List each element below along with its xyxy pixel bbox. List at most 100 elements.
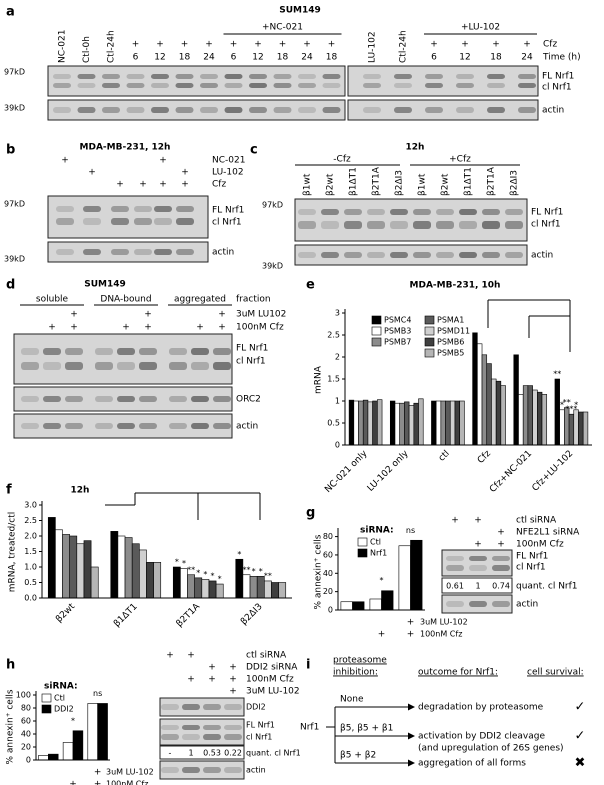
blot-band (436, 209, 454, 215)
bar (410, 539, 423, 611)
blot-band (102, 83, 120, 88)
blot-band (53, 83, 71, 88)
band-label: actin (542, 106, 564, 116)
lane-label: β2wt (326, 173, 336, 196)
treatment-mark: + (229, 675, 237, 685)
y-tick-label: 80 (21, 704, 31, 713)
bar (537, 391, 543, 446)
blot-band (213, 348, 231, 355)
y-tick-label: 20 (21, 743, 31, 752)
x-tick-label: β1ΔT1 (112, 602, 139, 629)
blot-band (134, 206, 152, 212)
treatment-mark: + (474, 540, 482, 550)
blot-band (224, 704, 242, 710)
blot-band (367, 209, 385, 215)
bar (459, 400, 465, 446)
panel-label: b (6, 143, 15, 158)
y-tick-label: 40 (323, 569, 333, 578)
bracket-lines (105, 299, 571, 520)
legend-swatch (371, 315, 382, 325)
blot-band (413, 209, 431, 215)
bar (381, 590, 394, 611)
bar (97, 703, 108, 761)
treatment-mark: + (156, 40, 164, 50)
blot-band (456, 83, 474, 88)
blot-band (413, 221, 431, 229)
y-tick-label: 40 (21, 730, 31, 739)
lane-label: Ctl-24h (399, 30, 409, 63)
significance: * (71, 716, 75, 725)
legend-swatch (357, 537, 368, 547)
treatment-mark: + (461, 40, 469, 50)
blot-band (224, 767, 242, 773)
y-tick-label: 0 (335, 441, 340, 450)
group-label: +Cfz (449, 155, 471, 165)
bar (554, 378, 560, 446)
bar (532, 389, 538, 446)
row-label: Cfz (543, 40, 557, 50)
y-tick-label: 0.0 (24, 594, 37, 603)
y-tick-label: 1.5 (327, 375, 340, 384)
bar (348, 399, 355, 446)
treatment-mark: + (254, 40, 262, 50)
legend-label: PSMA1 (437, 316, 464, 325)
blot (347, 65, 539, 97)
bar (413, 402, 419, 446)
bar (72, 730, 84, 761)
blot (294, 244, 528, 266)
blot-band (65, 348, 83, 355)
y-axis-label: mRNA, treated/ctl (8, 512, 18, 593)
bar (527, 385, 533, 446)
treatment-mark: + (166, 651, 174, 661)
blot-band (95, 423, 113, 429)
legend-label: Nrf1 (370, 549, 387, 558)
treatment-name: ctl siRNA (516, 516, 557, 526)
panel-label: f (6, 483, 12, 498)
blot-band (390, 221, 408, 229)
blot-band (203, 704, 221, 710)
blot-band (344, 252, 362, 258)
bar (477, 343, 483, 446)
blot-band (469, 556, 487, 561)
bar (481, 354, 488, 446)
bar (194, 577, 203, 599)
blot-band (203, 734, 221, 740)
y-tick-label: 20 (323, 587, 333, 596)
legend-label: PSMB5 (437, 349, 464, 358)
bar (372, 400, 378, 446)
bar (449, 400, 456, 446)
blot-band (425, 74, 443, 79)
blot-band (161, 767, 179, 773)
treatment-name: DDI2 siRNA (246, 663, 298, 673)
blot (159, 760, 245, 780)
blot-band (200, 74, 218, 79)
bar (578, 411, 584, 446)
blot-band (95, 362, 113, 370)
blot-band (249, 83, 267, 88)
lane-label: β2T1A (372, 166, 382, 196)
treatment-mark: + (48, 323, 56, 333)
treatment-name: ctl siRNA (246, 651, 287, 661)
blot-band (224, 83, 243, 88)
treatment-name: NFE2L1 siRNA (516, 528, 580, 538)
blot-band (224, 734, 242, 740)
blot-band (436, 221, 454, 229)
treatment-mark: + (523, 40, 531, 50)
time-label: 12 (252, 53, 263, 63)
blot-band (161, 704, 179, 710)
legend-title: siRNA: (44, 682, 78, 692)
time-label: 6 (431, 53, 437, 63)
significance: * (196, 568, 200, 577)
blot-band (425, 83, 443, 88)
bar (278, 582, 287, 599)
blot-band (363, 107, 381, 113)
blot-band (77, 83, 96, 88)
header: inhibition: (333, 668, 378, 678)
bar (242, 574, 251, 599)
blot-band (169, 348, 187, 355)
band-label: FL Nrf1 (212, 206, 244, 216)
bar (472, 332, 478, 446)
band-label: FL Nrf1 (542, 72, 574, 82)
x-tick-label: β2wt (54, 601, 77, 624)
bar (352, 601, 365, 611)
